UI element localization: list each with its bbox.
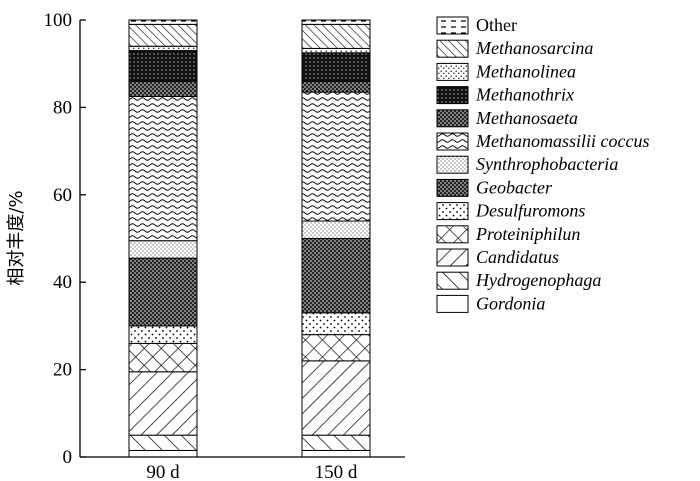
bar-segment-9-1: [301, 52, 371, 82]
legend-label: Other: [476, 15, 517, 35]
legend-swatch: [436, 294, 469, 313]
bar-segment-4-1: [301, 312, 371, 336]
legend-label: Desulfuromons: [475, 201, 585, 221]
legend-label: Methanomassilii coccus: [475, 131, 649, 151]
bar-segment-1-1: [301, 434, 371, 451]
bar-segment-6-1: [301, 220, 371, 240]
bar-segment-7-1: [301, 91, 371, 222]
bar-segment-9-0: [128, 50, 198, 82]
y-tick-label: 0: [63, 447, 73, 468]
bar-segment-8-1: [301, 80, 371, 93]
bar-segment-3-0: [128, 342, 198, 373]
legend-label: Gordonia: [476, 293, 545, 313]
legend-swatch: [436, 62, 469, 81]
bar-segment-3-1: [301, 334, 371, 362]
y-axis-title: 相对丰度/%: [6, 190, 27, 285]
bar-segment-11-1: [301, 23, 371, 49]
legend-label: Methanothrix: [475, 85, 574, 105]
legend-label: Methanosaeta: [475, 108, 578, 128]
bar-segment-2-0: [128, 371, 198, 436]
legend-swatch: [436, 178, 469, 197]
bar-segment-0-0: [128, 449, 198, 458]
legend-label: Synthrophobacteria: [476, 154, 618, 174]
legend-swatch: [436, 109, 469, 128]
y-tick-label: 80: [53, 97, 72, 118]
x-tick-label: 90 d: [146, 462, 180, 481]
y-tick-label: 100: [44, 10, 73, 31]
legend-label: Geobacter: [476, 177, 553, 197]
legend-swatch: [436, 271, 469, 290]
bar-segment-0-1: [301, 449, 371, 458]
bar-segment-5-0: [128, 257, 198, 327]
legend-swatch: [436, 39, 469, 58]
bar-segment-1-0: [128, 434, 198, 451]
legend-swatch: [436, 86, 469, 105]
bar-segment-2-1: [301, 360, 371, 436]
legend-label: Hydrogenophaga: [475, 270, 601, 290]
y-tick-label: 20: [53, 360, 72, 381]
bar-segment-11-0: [128, 23, 198, 47]
legend-swatch: [436, 16, 469, 35]
bar-segment-8-0: [128, 80, 198, 97]
x-tick-label: 150 d: [315, 462, 358, 481]
y-tick-label: 40: [53, 272, 72, 293]
bar-segment-12-0: [128, 19, 198, 25]
bar-segment-7-0: [128, 95, 198, 242]
legend-swatch: [436, 155, 469, 174]
legend-swatch: [436, 225, 469, 244]
legend-swatch: [436, 202, 469, 221]
legend-label: Methanolinea: [475, 61, 576, 81]
bar-segment-10-0: [128, 45, 198, 52]
bar-segment-4-0: [128, 325, 198, 344]
legend-label: Candidatus: [476, 247, 559, 267]
bar-segment-5-1: [301, 238, 371, 314]
bar-segment-6-0: [128, 240, 198, 259]
legend-label: Methanosarcina: [475, 38, 593, 58]
legend-label: Proteiniphilun: [475, 224, 580, 244]
legend-swatch: [436, 132, 469, 151]
bar-segment-10-1: [301, 47, 371, 54]
y-tick-label: 60: [53, 185, 72, 206]
legend-swatch: [436, 248, 469, 267]
bar-segment-12-1: [301, 19, 371, 25]
